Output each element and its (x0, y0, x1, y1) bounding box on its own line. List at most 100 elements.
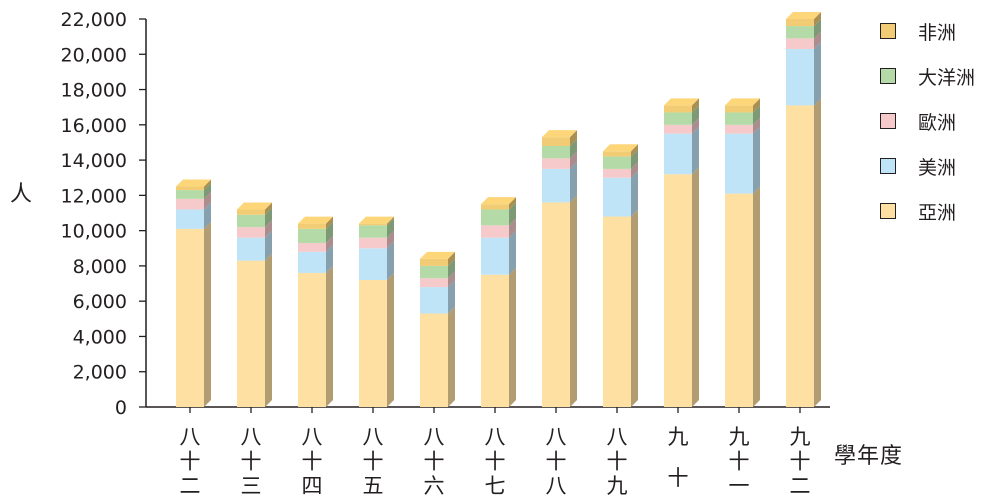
bar-segment-side (448, 280, 455, 314)
x-tick-label-char: 九 (790, 425, 811, 449)
bar-segment-side (326, 216, 333, 229)
bar-segment-side (387, 241, 394, 281)
bar-segment-side (509, 218, 516, 238)
bar-segment (725, 112, 753, 125)
bar-segment (176, 209, 204, 229)
bar-segment-side (509, 202, 516, 226)
bar-segment-side (631, 144, 638, 157)
bar-segment (542, 202, 570, 407)
bar-top (603, 144, 638, 152)
bar-segment-side (204, 191, 211, 210)
x-tick-label-char: 三 (241, 474, 262, 496)
bar-segment (359, 225, 387, 238)
bar-segment (420, 258, 448, 266)
bar-segment-side (814, 31, 821, 49)
x-tick-label-char: 十 (790, 450, 811, 474)
y-tick-label: 20,000 (61, 44, 127, 66)
bar-segment (237, 214, 265, 228)
bar-segment (237, 237, 265, 261)
bar-top (359, 216, 394, 224)
bar-stack (664, 98, 699, 407)
bar-segment-side (448, 271, 455, 288)
x-tick-label-char: 十 (180, 450, 201, 474)
x-tick-label-char: 四 (302, 474, 323, 496)
bar-segment (420, 278, 448, 288)
bar-segment-side (448, 258, 455, 279)
y-tick-label: 22,000 (61, 9, 127, 31)
x-tick-label-char: 六 (424, 474, 445, 496)
legend-label: 大洋洲 (918, 66, 976, 89)
bar-segment (298, 272, 326, 407)
legend-swatch (880, 203, 896, 219)
bar-segment-side (631, 149, 638, 169)
bar-segment (542, 158, 570, 169)
bar-segment-side (814, 12, 821, 27)
y-tick-label: 2,000 (73, 362, 127, 384)
bar-segment (786, 38, 814, 49)
bar-segment-side (326, 265, 333, 407)
legend-swatch (880, 68, 896, 84)
bar-segment (237, 227, 265, 238)
x-tick-label-char: 十 (363, 450, 384, 474)
x-tick-label-char: 二 (790, 474, 811, 496)
bar-top (237, 202, 272, 210)
bar-segment (786, 26, 814, 39)
bar-top (664, 98, 699, 106)
bar-segment-side (753, 126, 760, 194)
bar-segment (298, 242, 326, 252)
bar-segment-side (753, 186, 760, 407)
x-tick-label-char: 八 (607, 425, 628, 449)
bar-segment-side (387, 216, 394, 226)
bar-segment-side (448, 251, 455, 266)
bar-segment-side (387, 273, 394, 407)
bar-segment (176, 186, 204, 191)
x-tick-label-char: 八 (546, 425, 567, 449)
bar-segment-side (387, 218, 394, 238)
legend-item: 亞洲 (880, 200, 975, 224)
bar-segment-side (204, 183, 211, 199)
bar-segment-side (265, 202, 272, 215)
bar-segment-side (387, 230, 394, 249)
y-tick-label: 0 (115, 397, 127, 419)
bar-segment (786, 19, 814, 27)
x-tick-label-char: 十 (241, 450, 262, 474)
bar-stack (542, 130, 577, 407)
bar-segment (481, 225, 509, 238)
bar-stack (725, 98, 760, 407)
x-axis-label: 學年度 (834, 444, 904, 469)
bar-segment-side (509, 230, 516, 275)
legend-swatch (880, 158, 896, 174)
x-tick-label-char: 十 (668, 466, 689, 490)
bar-stack (481, 197, 516, 407)
x-tick-label-char: 十 (607, 450, 628, 474)
bar-segment-side (692, 117, 699, 134)
bar-segment-side (692, 126, 699, 175)
bar-stack (420, 251, 455, 407)
bar-segment (786, 48, 814, 106)
legend-label: 歐洲 (918, 111, 957, 134)
bar-segment (664, 124, 692, 134)
bar-segment-side (509, 197, 516, 210)
bar-segment-side (570, 138, 577, 159)
x-tick-label-char: 十 (302, 450, 323, 474)
bar-segment (603, 151, 631, 157)
bar-top (725, 98, 760, 106)
bar-segment (176, 198, 204, 210)
bar-segment (176, 190, 204, 199)
bar-stack (176, 179, 211, 407)
x-tick-label-char: 八 (302, 425, 323, 449)
bar-stack (786, 12, 821, 407)
x-tick-label-char: 五 (363, 474, 384, 496)
bar-segment-side (570, 151, 577, 169)
y-tick-label: 12,000 (61, 185, 127, 207)
bar-segment-side (204, 179, 211, 191)
x-tick-label-char: 十 (424, 450, 445, 474)
bar-segment (603, 216, 631, 407)
bar-segment-side (448, 306, 455, 407)
x-tick-label-char: 二 (180, 474, 201, 496)
y-tick-label: 6,000 (73, 291, 127, 313)
bar-segment-side (265, 253, 272, 407)
bar-top (481, 197, 516, 205)
bar-segment (664, 174, 692, 407)
